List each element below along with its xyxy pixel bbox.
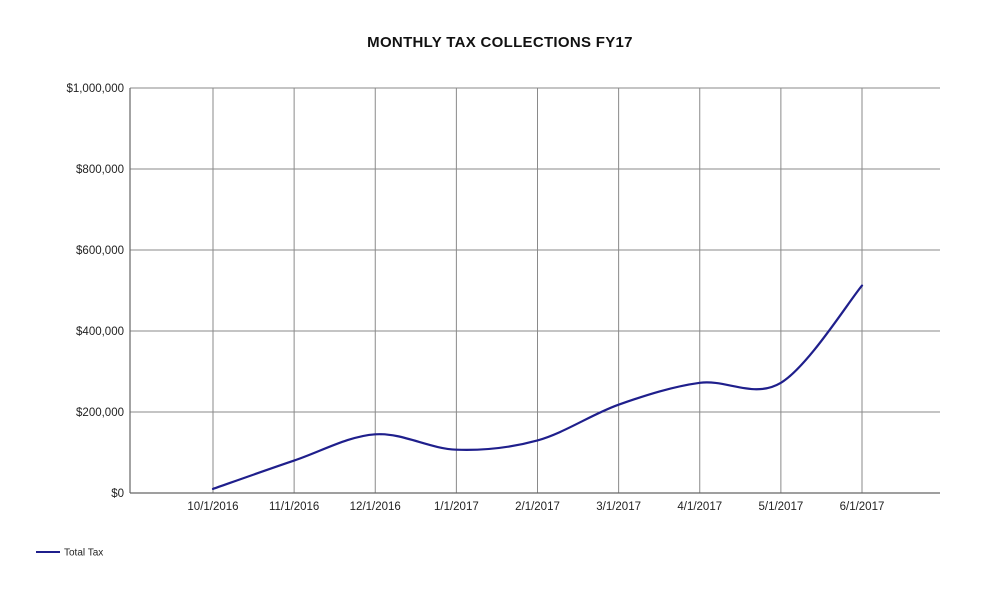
chart-title: MONTHLY TAX COLLECTIONS FY17 [367, 34, 633, 51]
x-tick-label: 2/1/2017 [515, 501, 560, 513]
y-tick-label: $200,000 [76, 407, 124, 419]
y-tick-label: $0 [111, 488, 124, 500]
data-point [536, 439, 539, 442]
x-tick-label: 6/1/2017 [840, 501, 885, 513]
x-tick-label: 1/1/2017 [434, 501, 479, 513]
x-tick-label: 11/1/2016 [269, 501, 319, 513]
legend-label: Total Tax [64, 548, 103, 559]
data-point [455, 448, 458, 451]
data-point [698, 382, 701, 384]
y-tick-label: $1,000,000 [66, 83, 124, 95]
y-tick-label: $400,000 [76, 326, 124, 338]
data-point [861, 284, 863, 287]
data-point [293, 459, 295, 462]
x-tick-label: 5/1/2017 [758, 501, 803, 513]
x-tick-label: 10/1/2016 [187, 501, 238, 513]
x-tick-label: 4/1/2017 [677, 501, 722, 513]
y-tick-label: $800,000 [76, 164, 124, 176]
y-tick-label: $600,000 [76, 245, 124, 257]
x-tick-label: 3/1/2017 [596, 501, 641, 513]
data-point [780, 382, 782, 384]
data-point [617, 403, 620, 406]
data-point [212, 488, 214, 490]
x-tick-label: 12/1/2016 [350, 501, 401, 513]
data-point [374, 433, 377, 436]
